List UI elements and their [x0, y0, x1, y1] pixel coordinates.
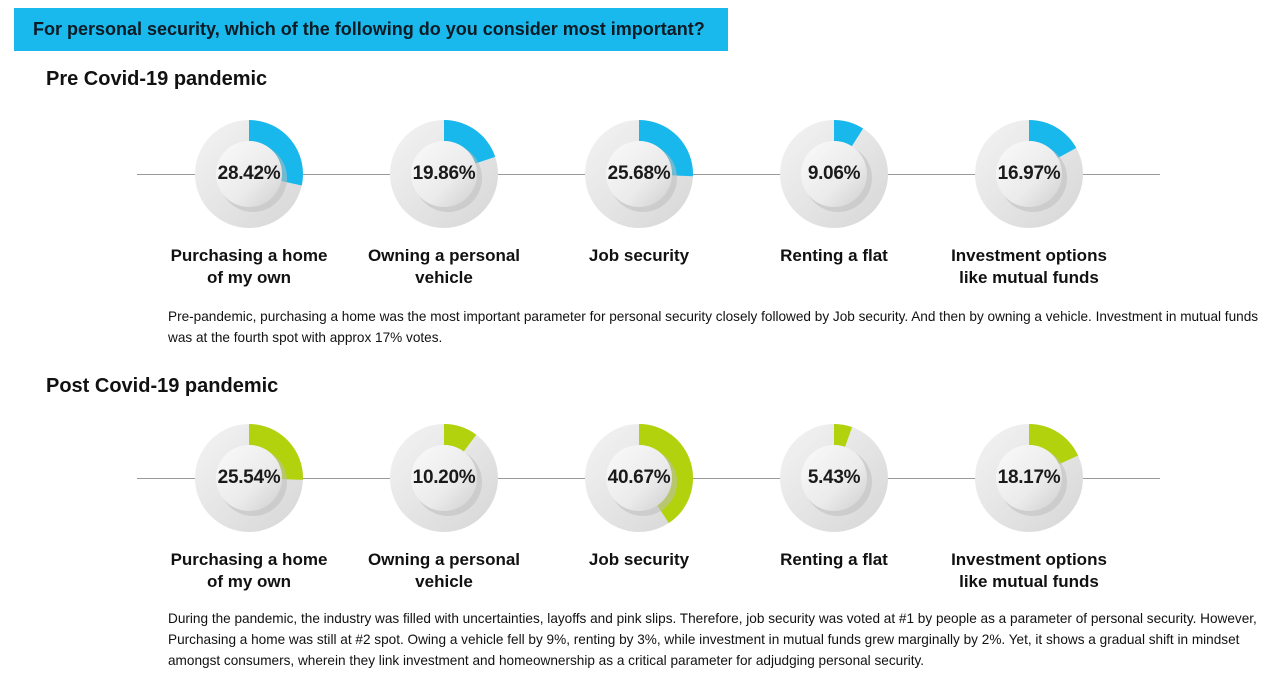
pre-donut-chart-1 [195, 120, 303, 228]
post-donut-1: 25.54% [194, 424, 304, 534]
pre-donut-chart-3 [585, 120, 693, 228]
pre-donut-label-line: Renting a flat [780, 246, 888, 265]
pre-donut-value-3: 25.68% [607, 163, 671, 184]
post-donut-label-line: vehicle [415, 572, 473, 591]
pre-donut-hole-2 [411, 141, 477, 207]
post-donut-5: 18.17% [974, 424, 1084, 534]
post-donut-label-2: Owning a personal vehicle [344, 549, 544, 593]
post-donut-hole-4 [801, 445, 867, 511]
post-donut-slice-3 [639, 424, 693, 523]
post-donut-chart-3 [585, 424, 693, 532]
post-donut-label-1: Purchasing a home of my own [149, 549, 349, 593]
pre-donut-label-line: Investment options [951, 246, 1107, 265]
pre-donut-hole-4 [801, 141, 867, 207]
post-donut-value-3: 40.67% [607, 467, 671, 488]
pre-pandemic-title: Pre Covid-19 pandemic [46, 68, 268, 90]
pre-donut-label-line: Purchasing a home [170, 246, 328, 265]
post-donut-label-line: Job security [588, 550, 690, 569]
post-donut-hole-1 [216, 445, 282, 511]
post-donut-3: 40.67% [584, 424, 694, 534]
pre-donut-label-2: Owning a personal vehicle [344, 245, 544, 289]
post-donut-label-line: like mutual funds [959, 572, 1099, 591]
pre-donut-label-line: Job security [588, 246, 690, 265]
pre-donut-chart-4 [780, 120, 888, 228]
pre-donut-label-line: Owning a personal [367, 246, 521, 265]
post-donut-value-4: 5.43% [807, 467, 861, 488]
post-pandemic-description: During the pandemic, the industry was fi… [168, 611, 1257, 668]
pre-pandemic-donut-row: 28.42% Purchasing a home of my own 19.86% Ow… [0, 120, 1280, 320]
post-pandemic-donut-row: 25.54% Purchasing a home of my own 10.20% Ow… [0, 424, 1280, 624]
post-donut-slice-5 [1029, 424, 1079, 465]
pre-donut-4: 9.06% [779, 120, 889, 230]
post-donut-label-5: Investment options like mutual funds [929, 549, 1129, 593]
pre-donut-hole-5 [996, 141, 1062, 207]
post-donut-4: 5.43% [779, 424, 889, 534]
question-banner: For personal security, which of the foll… [14, 8, 728, 51]
pre-donut-3: 25.68% [584, 120, 694, 230]
pre-donut-slice-1 [249, 120, 303, 186]
pre-donut-slice-4 [834, 120, 864, 147]
pre-donut-hole-3 [606, 141, 672, 207]
pre-donut-label-line: of my own [206, 268, 292, 287]
pre-donut-2: 19.86% [389, 120, 499, 230]
pre-donut-chart-5 [975, 120, 1083, 228]
post-donut-label-line: Purchasing a home [170, 550, 328, 569]
pre-donut-slice-5 [1029, 120, 1077, 159]
post-donut-label-line: Investment options [951, 550, 1107, 569]
post-donut-label-line: of my own [206, 572, 292, 591]
post-donut-value-5: 18.17% [997, 467, 1061, 488]
pre-donut-slice-3 [639, 120, 693, 177]
pre-donut-label-line: vehicle [415, 268, 473, 287]
pre-donut-value-1: 28.42% [217, 163, 281, 184]
pre-pandemic-description: Pre-pandemic, purchasing a home was the … [168, 309, 1259, 345]
post-donut-label-4: Renting a flat [734, 549, 934, 571]
post-donut-label-3: Job security [539, 549, 739, 571]
pre-donut-5: 16.97% [974, 120, 1084, 230]
post-donut-slice-2 [444, 424, 477, 452]
pre-donut-label-5: Investment options like mutual funds [929, 245, 1129, 289]
post-donut-2: 10.20% [389, 424, 499, 534]
post-donut-chart-2 [390, 424, 498, 532]
pre-donut-value-2: 19.86% [412, 163, 476, 184]
post-donut-chart-4 [780, 424, 888, 532]
post-donut-slice-4 [834, 424, 853, 447]
pre-donut-label-1: Purchasing a home of my own [149, 245, 349, 289]
pre-donut-slice-2 [444, 120, 496, 164]
post-donut-label-line: Renting a flat [780, 550, 888, 569]
pre-donut-chart-2 [390, 120, 498, 228]
post-donut-chart-5 [975, 424, 1083, 532]
pre-donut-1: 28.42% [194, 120, 304, 230]
post-donut-value-1: 25.54% [217, 467, 281, 488]
pre-donut-label-3: Job security [539, 245, 739, 267]
pre-donut-hole-1 [216, 141, 282, 207]
pre-donut-value-4: 9.06% [807, 163, 861, 184]
pre-donut-label-line: like mutual funds [959, 268, 1099, 287]
post-donut-slice-1 [249, 424, 303, 480]
post-donut-hole-2 [411, 445, 477, 511]
pre-donut-value-5: 16.97% [997, 163, 1061, 184]
post-donut-chart-1 [195, 424, 303, 532]
post-donut-hole-3 [606, 445, 672, 511]
post-donut-hole-5 [996, 445, 1062, 511]
pre-donut-label-4: Renting a flat [734, 245, 934, 267]
post-donut-label-line: Owning a personal [367, 550, 521, 569]
post-pandemic-title: Post Covid-19 pandemic [46, 375, 279, 397]
post-donut-value-2: 10.20% [412, 467, 476, 488]
